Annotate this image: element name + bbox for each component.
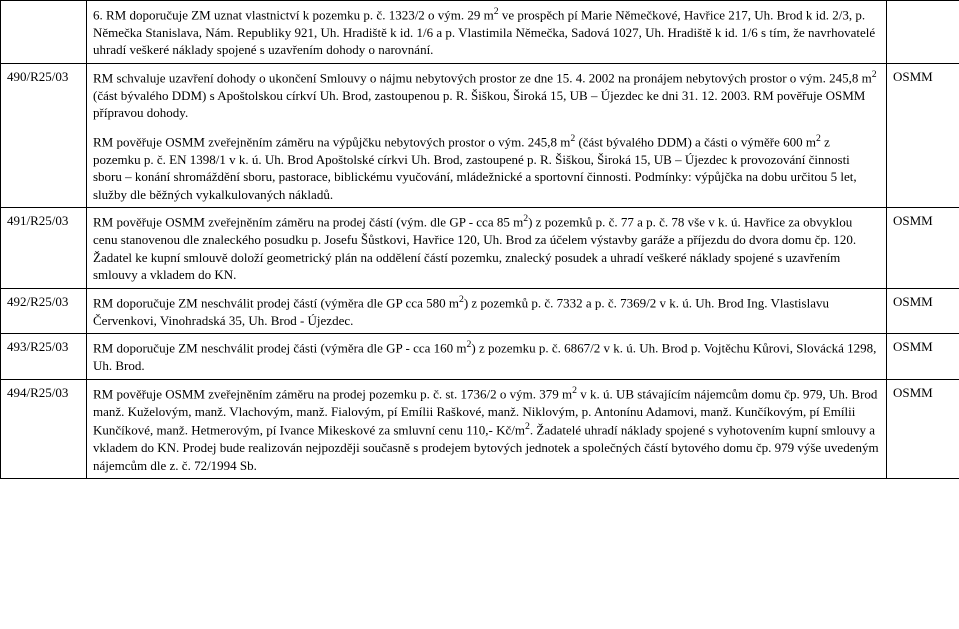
resolution-dept: OSMM: [887, 334, 959, 379]
table-row: 493/R25/03RM doporučuje ZM neschválit pr…: [1, 334, 959, 379]
resolution-paragraph: RM doporučuje ZM neschválit prodej částí…: [93, 293, 880, 329]
table-row: 490/R25/03RM schvaluje uzavření dohody o…: [1, 63, 959, 207]
resolution-dept: OSMM: [887, 208, 959, 289]
resolution-paragraph: 6. RM doporučuje ZM uznat vlastnictví k …: [93, 5, 880, 59]
resolution-dept: OSMM: [887, 288, 959, 333]
resolution-ref: 492/R25/03: [1, 288, 87, 333]
resolution-body: RM schvaluje uzavření dohody o ukončení …: [87, 63, 887, 207]
table-row: 492/R25/03RM doporučuje ZM neschválit pr…: [1, 288, 959, 333]
resolution-ref: 491/R25/03: [1, 208, 87, 289]
resolution-body: RM pověřuje OSMM zveřejněním záměru na p…: [87, 208, 887, 289]
resolution-ref: [1, 1, 87, 64]
resolution-body: RM pověřuje OSMM zveřejněním záměru na p…: [87, 379, 887, 478]
resolution-body: 6. RM doporučuje ZM uznat vlastnictví k …: [87, 1, 887, 64]
resolution-paragraph: RM pověřuje OSMM zveřejněním záměru na p…: [93, 384, 880, 474]
resolution-ref: 494/R25/03: [1, 379, 87, 478]
resolution-paragraph: RM schvaluje uzavření dohody o ukončení …: [93, 68, 880, 122]
table-row: 494/R25/03RM pověřuje OSMM zveřejněním z…: [1, 379, 959, 478]
resolution-body: RM doporučuje ZM neschválit prodej částí…: [87, 288, 887, 333]
table-row: 491/R25/03RM pověřuje OSMM zveřejněním z…: [1, 208, 959, 289]
resolution-body: RM doporučuje ZM neschválit prodej části…: [87, 334, 887, 379]
resolution-paragraph: RM doporučuje ZM neschválit prodej části…: [93, 338, 880, 374]
resolution-dept: [887, 1, 959, 64]
resolution-ref: 490/R25/03: [1, 63, 87, 207]
resolution-paragraph: RM pověřuje OSMM zveřejněním záměru na v…: [93, 132, 880, 204]
resolution-dept: OSMM: [887, 63, 959, 207]
table-row: 6. RM doporučuje ZM uznat vlastnictví k …: [1, 1, 959, 64]
resolution-dept: OSMM: [887, 379, 959, 478]
resolution-paragraph: RM pověřuje OSMM zveřejněním záměru na p…: [93, 212, 880, 284]
resolutions-table: 6. RM doporučuje ZM uznat vlastnictví k …: [0, 0, 959, 479]
resolution-ref: 493/R25/03: [1, 334, 87, 379]
